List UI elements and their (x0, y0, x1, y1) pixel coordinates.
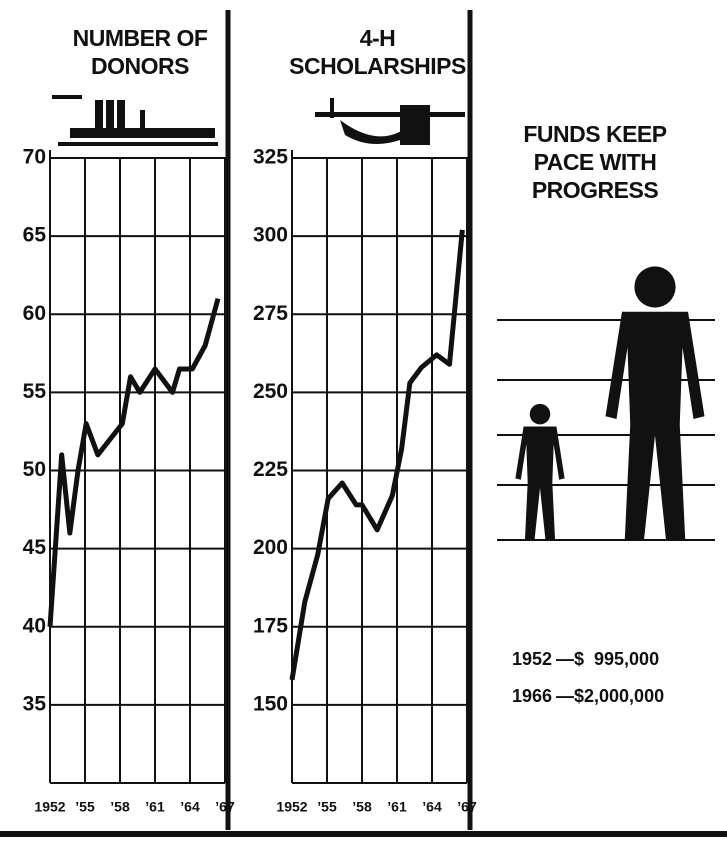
value-label: —$2,000,000 (556, 686, 664, 706)
y-tick-label: 325 (253, 146, 288, 169)
value-label: —$ 995,000 (556, 649, 659, 669)
chart-title: NUMBER OF DONORS (55, 24, 225, 80)
y-tick-label: 40 (23, 614, 46, 637)
figure-head (530, 404, 551, 425)
x-tick-label: ’55 (75, 799, 95, 815)
y-tick-label: 35 (23, 692, 47, 715)
y-tick-label: 200 (253, 536, 288, 559)
y-tick-label: 65 (23, 224, 47, 247)
chart-title: FUNDS KEEP PACE WITH PROGRESS (510, 120, 680, 204)
x-tick-label: ’64 (180, 799, 200, 815)
y-tick-label: 175 (253, 614, 288, 637)
x-tick-label: ’67 (457, 799, 477, 815)
x-tick-label: ’61 (387, 799, 407, 815)
y-tick-label: 225 (253, 458, 288, 481)
y-tick-label: 50 (23, 458, 46, 481)
tool-icon (315, 98, 465, 145)
chart-title: 4-H SCHOLARSHIPS (285, 24, 470, 80)
y-tick-label: 70 (23, 146, 46, 169)
figure-head (634, 266, 675, 307)
y-tick-label: 250 (253, 380, 288, 403)
x-tick-label: ’58 (352, 799, 372, 815)
y-tick-label: 60 (23, 302, 46, 325)
y-tick-label: 150 (253, 692, 288, 715)
figure-body (606, 312, 705, 540)
y-tick-label: 55 (23, 380, 47, 403)
category-label: 1952 (512, 649, 552, 669)
factory-icon (52, 95, 218, 146)
data-line (50, 299, 218, 627)
person-figure (515, 404, 564, 540)
page: 35 40 45 50 55 60 65 70 1952 ’55 ’58 ’61 ’64 ’67 150 17… (0, 0, 727, 856)
y-tick-label: 45 (23, 536, 47, 559)
x-tick-label: ’61 (145, 799, 165, 815)
data-line (292, 230, 462, 680)
x-tick-label: ’55 (317, 799, 337, 815)
x-tick-label: ’58 (110, 799, 130, 815)
x-tick-label: 1952 (34, 799, 65, 815)
x-tick-label: ’64 (422, 799, 442, 815)
category-label: 1966 (512, 686, 552, 706)
y-tick-label: 300 (253, 224, 288, 247)
figure-body (515, 426, 564, 540)
x-tick-label: 1952 (276, 799, 307, 815)
y-tick-label: 275 (253, 302, 288, 325)
x-tick-label: ’67 (215, 799, 235, 815)
person-figure (606, 266, 705, 540)
